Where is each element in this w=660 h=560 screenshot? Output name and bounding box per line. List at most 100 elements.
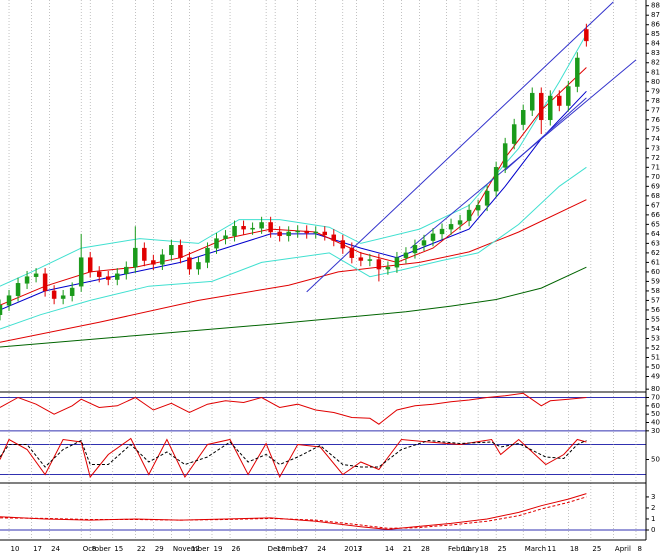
y-tick-label: 54	[651, 325, 660, 333]
x-tick-label: 8	[637, 545, 641, 553]
candle-body	[475, 205, 481, 211]
candle-body	[322, 231, 328, 236]
candle-body	[51, 290, 57, 299]
candle-body	[250, 227, 255, 230]
candle-body	[584, 29, 589, 42]
y-tick-label: 82	[651, 59, 660, 67]
x-tick-label: 11	[547, 545, 556, 553]
candle-body	[87, 257, 93, 273]
candle-body	[295, 230, 300, 233]
candle-body	[96, 271, 102, 277]
line-series	[0, 392, 587, 425]
x-tick-label: December	[268, 545, 304, 553]
x-tick-label: March	[525, 545, 546, 553]
line-series	[0, 496, 587, 529]
candle-body	[286, 231, 291, 237]
candle-body	[448, 224, 454, 230]
candle-body	[223, 235, 228, 239]
y-tick-label: 59	[651, 277, 660, 285]
candle-body	[142, 247, 147, 261]
y-tick-label: 58	[651, 287, 660, 295]
y-tick-label: 85	[651, 30, 660, 38]
candle-body	[42, 273, 48, 292]
x-tick-label: 17	[299, 545, 308, 553]
y-tick-label: 70	[651, 173, 660, 181]
candle-body	[69, 287, 75, 296]
candle-body	[511, 124, 517, 144]
y-tick-label: 53	[651, 334, 660, 342]
line-series	[0, 437, 587, 479]
y-tick-label: 78	[651, 97, 660, 105]
candle-body	[493, 167, 499, 192]
candle-body	[214, 238, 219, 249]
y-tick-label: 74	[651, 135, 660, 143]
candle-body	[376, 259, 382, 270]
y-tick-label: 70	[651, 394, 660, 402]
candle-body	[277, 231, 282, 237]
y-tick-label: 79	[651, 87, 660, 95]
candle-body	[502, 143, 508, 168]
x-tick-label: 8	[92, 545, 96, 553]
x-tick-label: 2013	[344, 545, 362, 553]
x-tick-label: 24	[317, 545, 326, 553]
y-tick-label: 60	[651, 268, 660, 276]
candle-body	[6, 295, 12, 306]
candle-body	[106, 276, 111, 280]
y-tick-label: 68	[651, 192, 660, 200]
y-tick-label: 62	[651, 249, 660, 257]
y-tick-label: 50	[651, 363, 660, 371]
candle-body	[232, 226, 237, 237]
y-tick-label: 75	[651, 125, 660, 133]
x-tick-label: 11	[462, 545, 471, 553]
candle-body	[421, 240, 427, 246]
y-tick-label: 65	[651, 220, 660, 228]
y-tick-label: 88	[651, 2, 660, 10]
candle-body	[340, 240, 346, 249]
candle-body	[15, 283, 21, 296]
y-tick-label: 63	[651, 239, 660, 247]
marks	[0, 1, 637, 530]
candle-body	[394, 257, 400, 268]
y-tick-label: 64	[651, 230, 660, 238]
y-tick-label: 67	[651, 201, 660, 209]
y-tick-label: 30	[651, 427, 660, 435]
x-tick-label: 22	[137, 545, 146, 553]
x-tick-label: 10	[11, 545, 20, 553]
x-tick-label: 24	[51, 545, 60, 553]
candle-body	[24, 276, 30, 284]
candle-body	[575, 57, 580, 87]
y-tick-label: 60	[651, 402, 660, 410]
x-tick-label: November	[173, 545, 210, 553]
x-tick-label: 18	[570, 545, 579, 553]
x-tick-label: October	[83, 545, 111, 553]
y-tick-label: 56	[651, 306, 660, 314]
x-tick-label: 25	[592, 545, 601, 553]
x-tick-label: 10	[277, 545, 286, 553]
y-tick-label: 71	[651, 163, 660, 171]
y-tick-label: 50	[651, 410, 660, 418]
candle-body	[331, 234, 337, 241]
line-series	[0, 33, 587, 287]
candle-body	[367, 259, 373, 261]
y-tick-label: 3	[651, 493, 655, 501]
line-series	[504, 97, 587, 171]
candle-body	[439, 228, 445, 235]
y-tick-label: 76	[651, 116, 660, 124]
y-tick-label: 84	[651, 40, 660, 48]
candle-body	[412, 245, 418, 254]
y-tick-label: 87	[651, 11, 660, 19]
candle-body	[160, 254, 165, 265]
x-tick-label: 25	[498, 545, 507, 553]
y-tick-label: 77	[651, 106, 660, 114]
y-tick-label: 83	[651, 49, 660, 57]
candle-body	[169, 245, 174, 256]
line-series	[0, 166, 587, 330]
x-tick-label: 12	[191, 545, 200, 553]
line-series	[0, 439, 587, 468]
candle-body	[403, 252, 409, 258]
y-tick-label: 73	[651, 144, 660, 152]
candle-body	[33, 273, 39, 277]
candle-body	[268, 222, 273, 233]
candle-body	[241, 226, 246, 230]
candle-body	[457, 220, 463, 225]
